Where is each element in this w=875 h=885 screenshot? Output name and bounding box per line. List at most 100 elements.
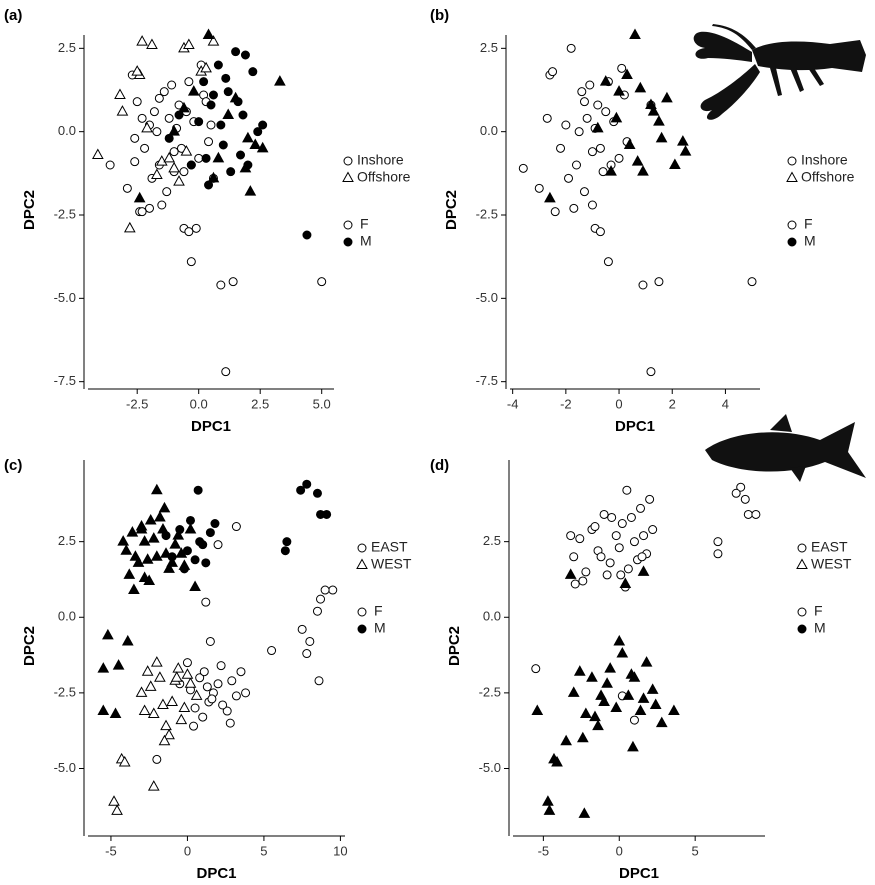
point: [282, 537, 292, 547]
point: [175, 525, 185, 535]
point: [240, 50, 250, 60]
point: [163, 562, 175, 573]
point: [614, 543, 624, 553]
point: [218, 700, 228, 710]
point: [133, 191, 146, 203]
point: [168, 125, 180, 136]
point: [167, 552, 177, 562]
point: [238, 110, 248, 120]
point: [207, 694, 217, 704]
y-tick-label: -2.5: [54, 684, 76, 699]
point: [138, 704, 151, 716]
point: [138, 571, 151, 582]
point: [204, 137, 214, 147]
y-tick-label: -2.5: [476, 206, 498, 221]
point: [228, 277, 238, 287]
point: [634, 81, 647, 93]
point: [302, 230, 312, 240]
point: [226, 167, 236, 177]
point: [199, 667, 209, 677]
point: [543, 804, 556, 815]
point: [120, 544, 133, 555]
point: [213, 679, 223, 689]
x-tick-label: 2.5: [251, 396, 269, 411]
point: [221, 73, 231, 83]
point: [587, 147, 597, 157]
point: [231, 522, 241, 532]
point: [589, 710, 601, 722]
point: [126, 526, 139, 537]
point: [636, 503, 646, 513]
point: [112, 659, 125, 670]
point: [116, 105, 129, 116]
point: [231, 47, 241, 57]
fish-silhouette: [705, 414, 866, 482]
point: [135, 520, 148, 531]
point: [179, 167, 189, 177]
point: [206, 100, 216, 110]
point: [582, 113, 592, 123]
point: [531, 704, 544, 716]
point: [593, 100, 603, 110]
point: [170, 671, 183, 682]
point: [669, 158, 681, 169]
y-tick-label: -5.0: [476, 290, 498, 305]
point: [317, 277, 327, 287]
legend-marker: [343, 220, 353, 230]
y-tick-label: -2.5: [479, 684, 501, 699]
point: [586, 671, 598, 682]
point: [637, 165, 649, 176]
point: [617, 63, 627, 73]
point: [640, 656, 653, 667]
point: [579, 97, 589, 107]
point: [154, 510, 166, 522]
point: [137, 207, 147, 217]
point: [531, 664, 541, 674]
point: [216, 280, 226, 290]
point: [97, 662, 110, 673]
point: [637, 692, 650, 703]
point: [218, 140, 228, 150]
point: [320, 585, 330, 595]
point: [567, 686, 580, 697]
point: [611, 531, 621, 541]
point: [653, 115, 665, 126]
point: [312, 606, 322, 616]
point: [152, 754, 162, 764]
point: [598, 695, 610, 706]
point: [322, 509, 332, 519]
point: [613, 634, 626, 646]
point: [172, 662, 185, 673]
point: [213, 60, 223, 70]
point: [131, 65, 144, 76]
point: [599, 75, 612, 86]
point: [222, 108, 235, 119]
point: [599, 509, 609, 519]
point: [622, 485, 632, 495]
point: [577, 87, 587, 97]
x-tick-label: 0: [616, 843, 623, 858]
legend-label: Offshore: [357, 169, 411, 185]
point: [280, 546, 290, 556]
point: [595, 227, 605, 237]
point: [172, 529, 185, 540]
y-axis-title: DPC2: [443, 190, 460, 230]
point: [253, 127, 263, 137]
point: [181, 668, 194, 679]
point: [169, 538, 182, 549]
point: [627, 740, 639, 752]
y-tick-label: -7.5: [54, 373, 76, 388]
point: [297, 624, 307, 634]
point: [248, 67, 258, 77]
point: [129, 550, 142, 561]
point: [150, 656, 163, 667]
legend-label: EAST: [811, 539, 848, 555]
point: [623, 138, 636, 149]
point: [638, 280, 648, 290]
point: [314, 676, 324, 686]
point: [655, 131, 668, 143]
panel-label: (d): [430, 457, 449, 474]
point: [213, 540, 223, 550]
point: [637, 552, 647, 562]
point: [751, 509, 761, 519]
